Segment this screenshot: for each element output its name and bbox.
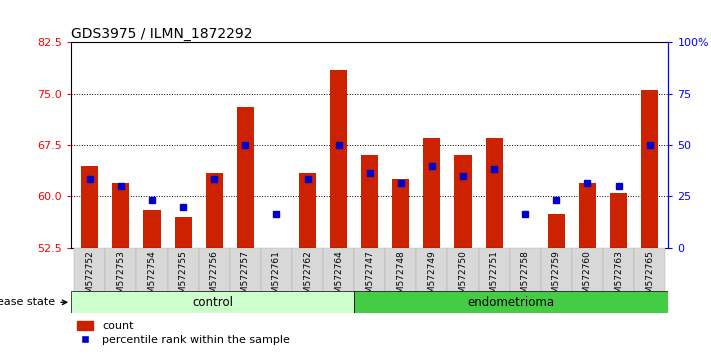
Text: GSM572759: GSM572759: [552, 250, 561, 305]
FancyBboxPatch shape: [71, 291, 354, 313]
Bar: [547, 213, 565, 248]
Text: GSM572750: GSM572750: [459, 250, 468, 305]
Text: control: control: [192, 296, 233, 309]
FancyBboxPatch shape: [634, 248, 665, 292]
FancyBboxPatch shape: [417, 248, 447, 292]
Text: GSM572765: GSM572765: [645, 250, 654, 305]
Bar: [392, 179, 410, 248]
Text: GDS3975 / ILMN_1872292: GDS3975 / ILMN_1872292: [71, 28, 252, 41]
Bar: [486, 138, 503, 248]
Text: GSM572751: GSM572751: [490, 250, 498, 305]
Text: GSM572754: GSM572754: [147, 250, 156, 305]
FancyBboxPatch shape: [198, 248, 230, 292]
FancyBboxPatch shape: [323, 248, 354, 292]
FancyBboxPatch shape: [447, 248, 479, 292]
Text: GSM572748: GSM572748: [396, 250, 405, 305]
FancyBboxPatch shape: [510, 248, 541, 292]
Bar: [81, 166, 98, 248]
Legend: count, percentile rank within the sample: count, percentile rank within the sample: [77, 321, 290, 345]
FancyBboxPatch shape: [572, 248, 603, 292]
Text: GSM572755: GSM572755: [178, 250, 188, 305]
Text: GSM572763: GSM572763: [614, 250, 623, 305]
Bar: [610, 193, 627, 248]
FancyBboxPatch shape: [137, 248, 168, 292]
Text: GSM572749: GSM572749: [427, 250, 437, 305]
Text: GSM572758: GSM572758: [520, 250, 530, 305]
Bar: [454, 155, 471, 248]
FancyBboxPatch shape: [168, 248, 198, 292]
Text: disease state: disease state: [0, 297, 67, 307]
Text: GSM572752: GSM572752: [85, 250, 95, 305]
Text: GSM572764: GSM572764: [334, 250, 343, 305]
FancyBboxPatch shape: [292, 248, 323, 292]
FancyBboxPatch shape: [261, 248, 292, 292]
Bar: [361, 155, 378, 248]
Bar: [299, 172, 316, 248]
FancyBboxPatch shape: [354, 248, 385, 292]
FancyBboxPatch shape: [479, 248, 510, 292]
Bar: [174, 217, 192, 248]
Bar: [641, 90, 658, 248]
Bar: [112, 183, 129, 248]
Text: GSM572760: GSM572760: [583, 250, 592, 305]
Bar: [144, 210, 161, 248]
FancyBboxPatch shape: [603, 248, 634, 292]
FancyBboxPatch shape: [385, 248, 417, 292]
Text: GSM572761: GSM572761: [272, 250, 281, 305]
FancyBboxPatch shape: [541, 248, 572, 292]
Text: endometrioma: endometrioma: [468, 296, 555, 309]
FancyBboxPatch shape: [354, 291, 668, 313]
Text: GSM572762: GSM572762: [303, 250, 312, 305]
Text: GSM572757: GSM572757: [241, 250, 250, 305]
FancyBboxPatch shape: [74, 248, 105, 292]
Text: GSM572756: GSM572756: [210, 250, 219, 305]
Bar: [330, 70, 347, 248]
Text: GSM572753: GSM572753: [117, 250, 125, 305]
FancyBboxPatch shape: [105, 248, 137, 292]
FancyBboxPatch shape: [230, 248, 261, 292]
Text: GSM572747: GSM572747: [365, 250, 374, 305]
Bar: [205, 172, 223, 248]
Bar: [423, 138, 441, 248]
Bar: [237, 108, 254, 248]
Bar: [579, 183, 596, 248]
